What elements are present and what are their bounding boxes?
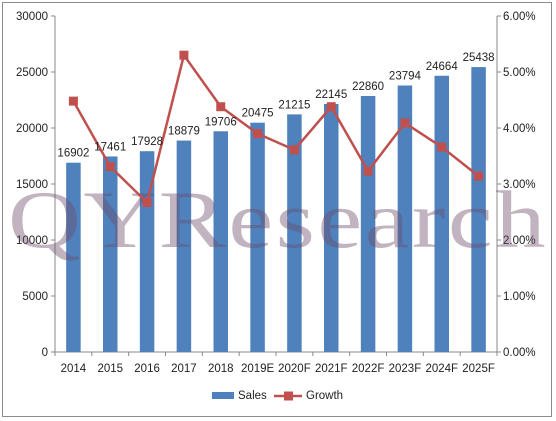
y-right-tick-label: 4.00% (503, 123, 536, 135)
growth-marker (179, 50, 189, 60)
bar-sales (324, 103, 339, 352)
y-right-tick-label: 2.00% (503, 235, 536, 247)
growth-marker (142, 197, 152, 207)
y-right-tick-label: 6.00% (503, 11, 536, 23)
growth-marker (363, 166, 373, 176)
y-left-tick-label: 15000 (16, 179, 48, 191)
x-tick-label: 2022F (352, 363, 385, 375)
growth-marker (326, 102, 336, 112)
bar-data-label: 16902 (57, 148, 89, 160)
x-tick-label: 2015 (97, 363, 123, 375)
y-left-tick-label: 0 (42, 347, 48, 359)
growth-marker (253, 129, 263, 139)
bar-sales (66, 162, 81, 352)
bar-data-label: 17461 (94, 141, 126, 153)
legend-label-growth: Growth (306, 390, 343, 402)
x-tick-label: 2019E (241, 363, 275, 375)
y-right-tick-label: 3.00% (503, 179, 536, 191)
bar-sales (250, 122, 265, 353)
growth-marker (105, 162, 115, 172)
x-tick-label: 2014 (61, 363, 87, 375)
bar-data-label: 24664 (426, 61, 459, 73)
bar-data-label: 19706 (205, 116, 237, 128)
bar-data-label: 18879 (168, 126, 200, 138)
bar-data-label: 17928 (131, 136, 163, 148)
x-tick-label: 2016 (134, 363, 160, 375)
growth-marker (400, 118, 410, 128)
y-left-tick-label: 30000 (16, 11, 48, 23)
bar-data-label: 20475 (242, 108, 274, 120)
growth-line (72, 52, 480, 205)
bar-data-label: 22145 (315, 89, 347, 101)
x-tick-label: 2020F (278, 363, 311, 375)
y-left-tick-label: 25000 (16, 67, 48, 79)
x-tick-label: 2023F (389, 363, 422, 375)
bar-data-label: 21215 (278, 99, 310, 111)
bar-sales (397, 85, 413, 352)
bar-data-label: 25438 (463, 52, 495, 64)
legend-marker-growth (284, 391, 293, 401)
growth-marker (216, 102, 226, 112)
bar-sales (176, 140, 192, 352)
bar-data-label: 22860 (352, 81, 384, 93)
x-tick-label: 2025F (462, 363, 495, 375)
growth-marker (474, 171, 484, 181)
x-tick-label: 2021F (315, 363, 348, 375)
y-right-tick-label: 0.00% (503, 347, 536, 359)
bar-sales (103, 156, 118, 352)
bar-sales (287, 114, 302, 352)
chart-frame (2, 2, 552, 417)
growth-marker (289, 145, 299, 155)
y-left-tick-label: 5000 (22, 291, 48, 303)
y-right-tick-label: 1.00% (503, 291, 536, 303)
x-tick-label: 2018 (208, 363, 234, 375)
bar-data-label: 23794 (389, 71, 422, 83)
growth-marker (437, 142, 447, 152)
y-left-tick-label: 10000 (16, 235, 48, 247)
x-tick-label: 2024F (425, 363, 458, 375)
y-right-tick-label: 5.00% (503, 67, 536, 79)
watermark-text: QYResearch (8, 174, 548, 265)
legend-swatch-sales (212, 392, 234, 399)
growth-marker (68, 96, 78, 106)
legend-label-sales: Sales (238, 390, 267, 402)
bar-sales (213, 131, 228, 352)
bar-sales (360, 95, 376, 352)
x-tick-label: 2017 (171, 363, 197, 375)
bar-sales (471, 67, 486, 353)
y-left-tick-label: 20000 (16, 123, 48, 135)
